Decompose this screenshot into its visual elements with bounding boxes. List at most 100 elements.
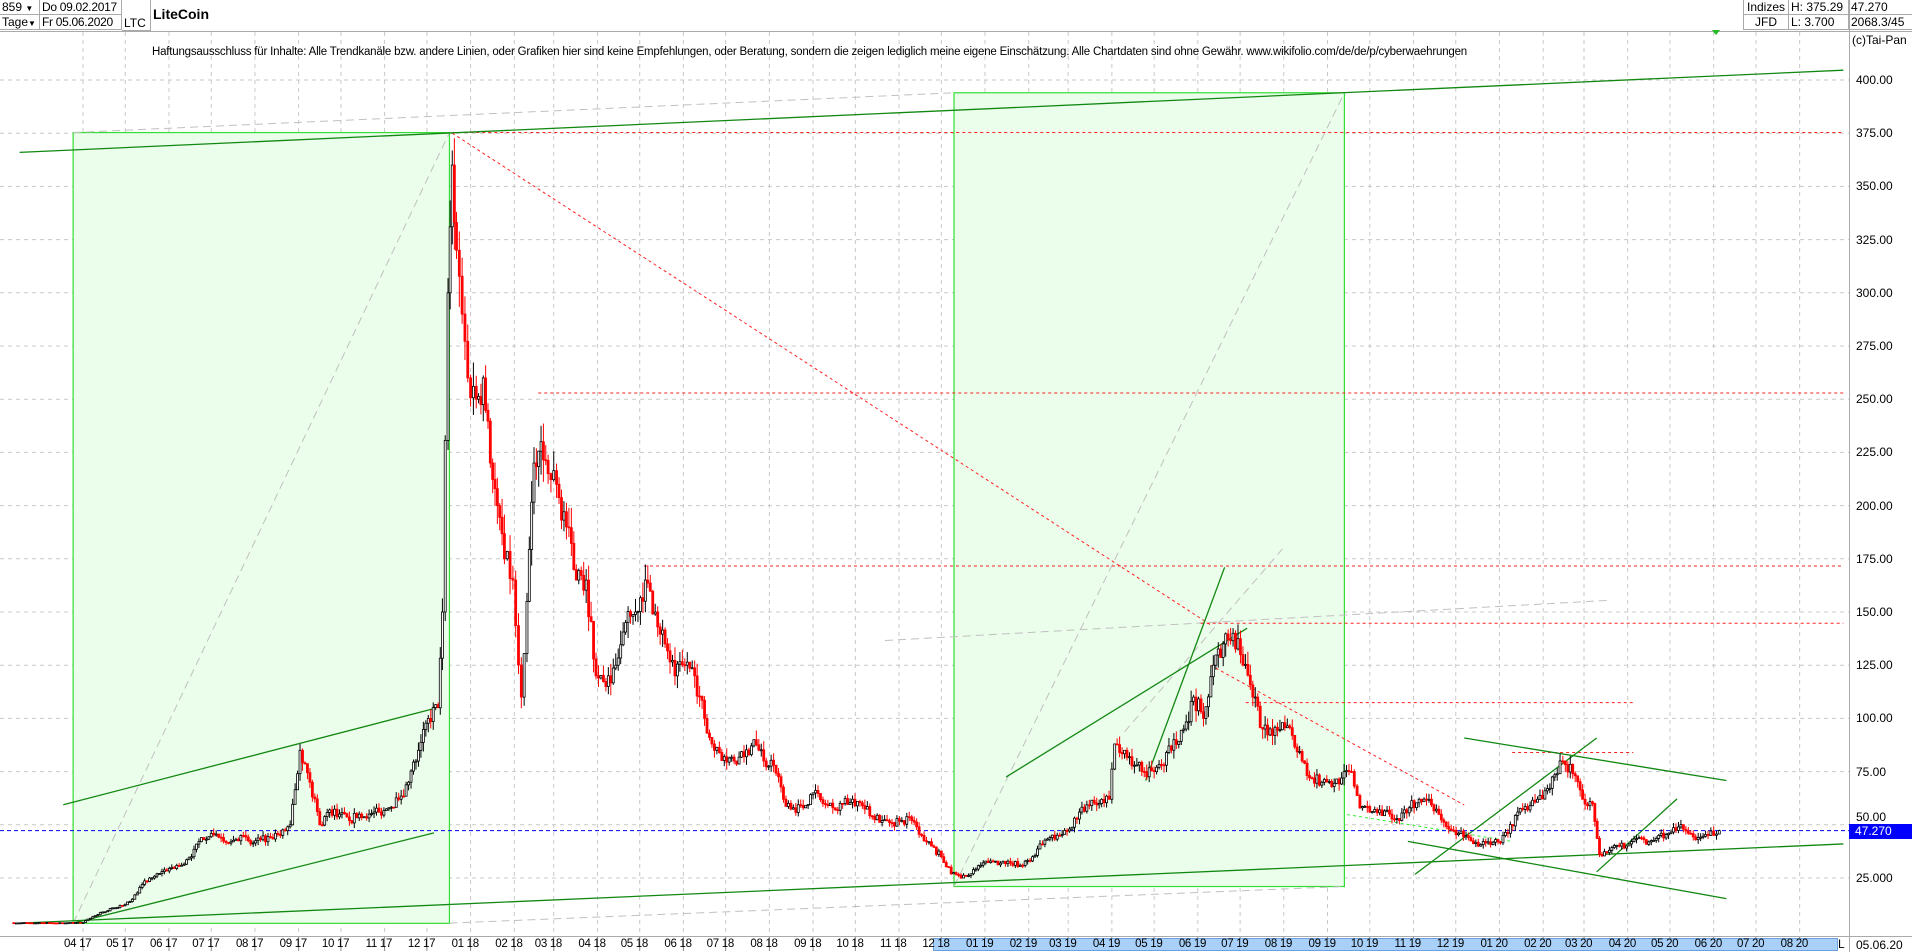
candle-body bbox=[915, 821, 919, 828]
candle-body bbox=[1581, 789, 1585, 800]
candle-body bbox=[477, 396, 480, 400]
x-tick-label: 08 18 bbox=[750, 938, 778, 950]
start-date[interactable]: Do 09.02.2017 bbox=[40, 0, 122, 15]
candle-body bbox=[187, 857, 191, 861]
candle-body bbox=[434, 704, 438, 708]
candle-body bbox=[1452, 829, 1456, 832]
x-axis-bar[interactable] bbox=[0, 936, 1912, 952]
candle-body bbox=[769, 759, 773, 767]
candle-body bbox=[91, 915, 95, 919]
candle-body bbox=[1659, 832, 1663, 836]
candle-body bbox=[323, 816, 327, 826]
end-date[interactable]: Fr 05.06.2020 bbox=[40, 15, 122, 30]
candle-body bbox=[1625, 845, 1629, 849]
marker-triangle-icon bbox=[1712, 30, 1720, 35]
candle-body bbox=[1332, 782, 1336, 787]
candle-body bbox=[1709, 830, 1713, 836]
candle-body bbox=[1476, 841, 1480, 847]
x-tick-label: 12 17 bbox=[407, 938, 436, 950]
candle-body bbox=[767, 765, 771, 768]
candle-body bbox=[685, 661, 689, 666]
bar-count-dropdown[interactable]: 859 ▼ bbox=[0, 0, 40, 15]
candle-body bbox=[735, 760, 739, 765]
candle-body bbox=[1018, 864, 1022, 867]
candle-body bbox=[910, 816, 914, 821]
candle-body bbox=[1442, 819, 1446, 823]
candle-body bbox=[754, 739, 758, 746]
candle-body bbox=[1627, 843, 1631, 847]
x-tick-label: 05 17 bbox=[106, 938, 134, 950]
trend-line bbox=[1414, 737, 1598, 875]
candle-body bbox=[1038, 843, 1042, 850]
candle-body bbox=[1207, 696, 1210, 708]
y-tick-label: 200.00 bbox=[1856, 498, 1893, 513]
candle-body bbox=[50, 922, 54, 925]
candle-body bbox=[1008, 860, 1012, 864]
candle-body bbox=[1669, 831, 1673, 834]
candle-body bbox=[130, 898, 134, 902]
candle-body bbox=[1197, 698, 1200, 712]
candle-body bbox=[878, 814, 882, 823]
candle-body bbox=[1204, 706, 1208, 719]
x-axis-highlight[interactable] bbox=[932, 938, 1838, 951]
candle-body bbox=[204, 838, 208, 841]
candle-body bbox=[320, 824, 324, 827]
candle-body bbox=[1050, 834, 1054, 838]
candle-body bbox=[199, 837, 203, 843]
candle-body bbox=[841, 803, 845, 805]
last-date: 05.06.20 bbox=[1856, 938, 1903, 952]
candle-body bbox=[350, 820, 354, 824]
candle-body bbox=[1244, 663, 1247, 666]
candle-body bbox=[1253, 696, 1257, 699]
candle-body bbox=[1561, 760, 1565, 763]
candle-body bbox=[1325, 778, 1329, 783]
candle-body bbox=[1605, 851, 1609, 854]
y-tick-label: 75.00 bbox=[1856, 764, 1887, 779]
candle-body bbox=[1145, 771, 1149, 778]
candle-body bbox=[419, 741, 423, 751]
candle-body bbox=[1070, 826, 1074, 830]
candle-body bbox=[917, 826, 921, 835]
candle-body bbox=[1133, 764, 1136, 767]
candle-body bbox=[606, 675, 610, 687]
candle-body bbox=[1224, 633, 1228, 645]
candle-body bbox=[1439, 813, 1443, 821]
candle-body bbox=[865, 806, 869, 810]
period: Tage bbox=[2, 15, 29, 29]
candle-body bbox=[153, 875, 156, 879]
candle-body bbox=[1092, 799, 1096, 804]
candle-body bbox=[587, 579, 591, 618]
candle-body bbox=[1622, 842, 1626, 849]
candle-body bbox=[1649, 840, 1653, 843]
candle-body bbox=[417, 749, 420, 762]
candle-body bbox=[572, 543, 576, 570]
candle-body bbox=[710, 737, 714, 745]
candle-body bbox=[498, 505, 502, 518]
candle-body bbox=[1055, 834, 1059, 840]
candle-body bbox=[811, 792, 815, 796]
candle-body bbox=[121, 904, 124, 907]
candle-body bbox=[143, 880, 147, 885]
candle-body bbox=[567, 526, 571, 529]
scale-mode-toggle[interactable]: L bbox=[1838, 937, 1845, 951]
candle-body bbox=[1087, 804, 1091, 807]
candle-body bbox=[814, 790, 817, 794]
candle-body bbox=[236, 838, 240, 842]
candle-body bbox=[594, 658, 598, 677]
candle-body bbox=[347, 816, 351, 821]
candle-body bbox=[838, 803, 842, 811]
candle-body bbox=[1216, 648, 1220, 656]
candle-body bbox=[25, 922, 29, 925]
candle-body bbox=[757, 744, 761, 751]
trend-line bbox=[1407, 840, 1727, 900]
candle-body bbox=[1479, 844, 1483, 847]
candle-body bbox=[957, 874, 960, 876]
period-dropdown[interactable]: Tage▼ bbox=[0, 15, 40, 30]
candle-body bbox=[375, 807, 378, 813]
candle-body bbox=[1644, 839, 1648, 845]
candle-body bbox=[229, 841, 233, 844]
candle-body bbox=[291, 803, 295, 826]
candle-body bbox=[517, 625, 520, 666]
candle-body bbox=[1004, 860, 1007, 865]
